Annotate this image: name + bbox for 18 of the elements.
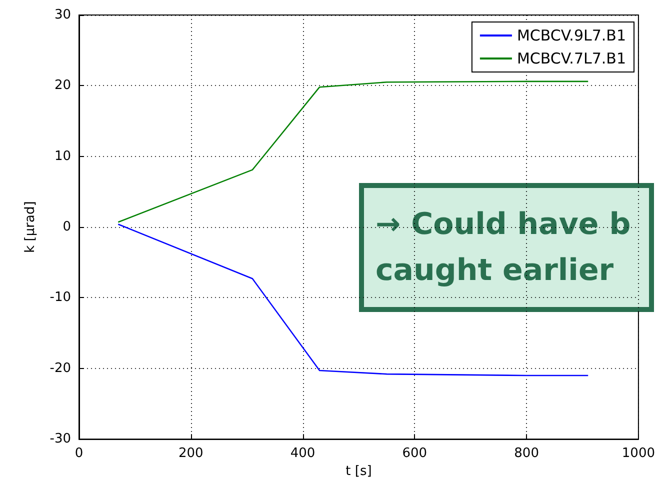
legend-label: MCBCV.9L7.B1 xyxy=(516,26,626,44)
y-tick-label: 30 xyxy=(54,8,71,22)
y-tick-label: -10 xyxy=(50,290,71,306)
y-tick-label: 20 xyxy=(54,78,71,94)
x-tick-label: 800 xyxy=(514,446,539,462)
y-axis-title: k [μrad] xyxy=(23,201,38,253)
x-tick-label: 600 xyxy=(402,446,428,462)
x-axis-title: t [s] xyxy=(346,464,372,479)
x-tick-label: 200 xyxy=(178,446,204,462)
x-tick-label: 400 xyxy=(290,446,316,462)
y-tick-label: 0 xyxy=(62,220,71,235)
y-tick-label: -20 xyxy=(50,360,71,376)
y-tick-label: -30 xyxy=(50,432,71,447)
y-tick-label: 10 xyxy=(54,148,71,164)
annotation: → Could have b caught earlier xyxy=(376,207,631,288)
x-tick-label: 1000 xyxy=(622,446,656,462)
x-tick-label: 0 xyxy=(74,446,84,462)
legend-label: MCBCV.7L7.B1 xyxy=(516,50,626,68)
